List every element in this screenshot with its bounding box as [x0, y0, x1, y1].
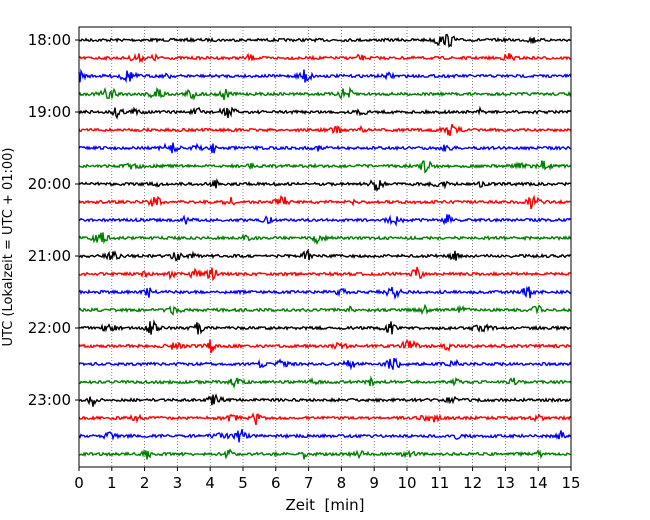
- seismogram-traces: [78, 33, 572, 460]
- y-tick-label: 18:00: [28, 31, 71, 49]
- x-tick-label: 8: [337, 474, 347, 492]
- x-tick-label: 1: [107, 474, 117, 492]
- seismogram-trace: [78, 448, 572, 460]
- x-tick-label: 0: [74, 474, 84, 492]
- x-tick-label: 9: [369, 474, 379, 492]
- x-tick-label: 5: [238, 474, 248, 492]
- x-tick-label: 2: [140, 474, 150, 492]
- y-axis-label: UTC (Lokalzeit = UTC + 01:00): [1, 148, 16, 347]
- seismogram-trace: [78, 232, 572, 246]
- seismogram-trace: [78, 194, 572, 210]
- y-tick-label: 22:00: [28, 319, 71, 337]
- seismogram-trace: [78, 375, 572, 389]
- x-tick-label: 6: [271, 474, 281, 492]
- seismogram-trace: [78, 68, 572, 84]
- y-axis: 18:00 19:00 20:00 21:00 22:00 23:00: [28, 31, 79, 409]
- y-tick-label: 20:00: [28, 175, 71, 193]
- x-tick-label: 13: [496, 474, 515, 492]
- y-tick-label: 21:00: [28, 247, 71, 265]
- seismogram-trace: [78, 214, 572, 228]
- x-axis: 0 1 2 3 4 5 6 7 8 9 10 11 12 13 14 15: [74, 467, 581, 492]
- seismogram-trace: [78, 357, 572, 371]
- seismogram-trace: [78, 339, 572, 354]
- x-tick-label: 7: [304, 474, 314, 492]
- seismogram-trace: [78, 412, 572, 426]
- seismogram-trace: [78, 123, 572, 136]
- x-tick-label: 4: [205, 474, 215, 492]
- x-tick-label: 11: [430, 474, 449, 492]
- seismogram-trace: [78, 285, 572, 301]
- seismogram-trace: [78, 248, 572, 262]
- x-tick-label: 12: [463, 474, 482, 492]
- seismogram-trace: [78, 429, 572, 443]
- seismogram-trace: [78, 393, 572, 407]
- plot-area-frame: [78, 26, 572, 468]
- x-tick-label: 3: [173, 474, 183, 492]
- seismogram-trace: [78, 52, 572, 64]
- seismogram-trace: [78, 105, 572, 120]
- y-tick-label: 23:00: [28, 391, 71, 409]
- seismogram-trace: [78, 86, 572, 101]
- seismogram-trace: [78, 319, 572, 335]
- seismogram-trace: [78, 33, 572, 49]
- seismogram-trace: [78, 142, 572, 154]
- y-tick-label: 19:00: [28, 103, 71, 121]
- seismogram-trace: [78, 160, 572, 174]
- seismogram-trace: [78, 303, 572, 316]
- x-tick-label: 10: [397, 474, 416, 492]
- x-tick-label: 14: [529, 474, 548, 492]
- seismogram-trace: [78, 266, 572, 282]
- seismogram-trace: [78, 178, 572, 192]
- x-axis-label: Zeit [min]: [285, 496, 364, 514]
- x-tick-label: 15: [561, 474, 580, 492]
- vertical-grid: [111, 27, 539, 467]
